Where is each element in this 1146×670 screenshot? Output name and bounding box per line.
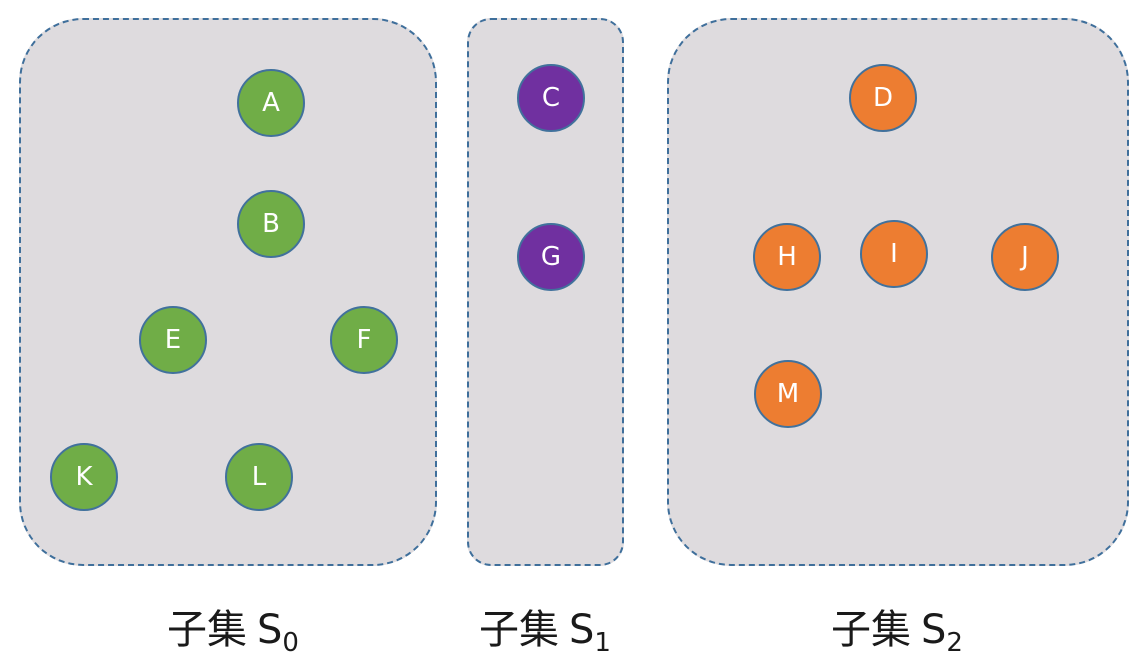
- node-g: G: [517, 223, 585, 291]
- node-e: E: [139, 306, 207, 374]
- node-a: A: [237, 69, 305, 137]
- caption-subset-s2: 子集 S2: [831, 610, 963, 656]
- caption-prefix: 子集: [479, 607, 560, 653]
- caption-subscript: 1: [594, 628, 611, 658]
- node-k: K: [50, 443, 118, 511]
- node-h: H: [753, 223, 821, 291]
- caption-var: S: [921, 607, 947, 653]
- node-d: D: [849, 64, 917, 132]
- node-l: L: [225, 443, 293, 511]
- caption-prefix: 子集: [167, 607, 248, 653]
- caption-subset-s0: 子集 S0: [167, 610, 299, 656]
- caption-subscript: 2: [946, 628, 963, 658]
- node-i: I: [860, 220, 928, 288]
- caption-var: S: [257, 607, 283, 653]
- caption-var: S: [569, 607, 595, 653]
- node-f: F: [330, 306, 398, 374]
- node-b: B: [237, 190, 305, 258]
- node-m: M: [754, 360, 822, 428]
- node-c: C: [517, 64, 585, 132]
- node-j: J: [991, 223, 1059, 291]
- caption-subset-s1: 子集 S1: [479, 610, 611, 656]
- caption-prefix: 子集: [831, 607, 912, 653]
- caption-subscript: 0: [282, 628, 299, 658]
